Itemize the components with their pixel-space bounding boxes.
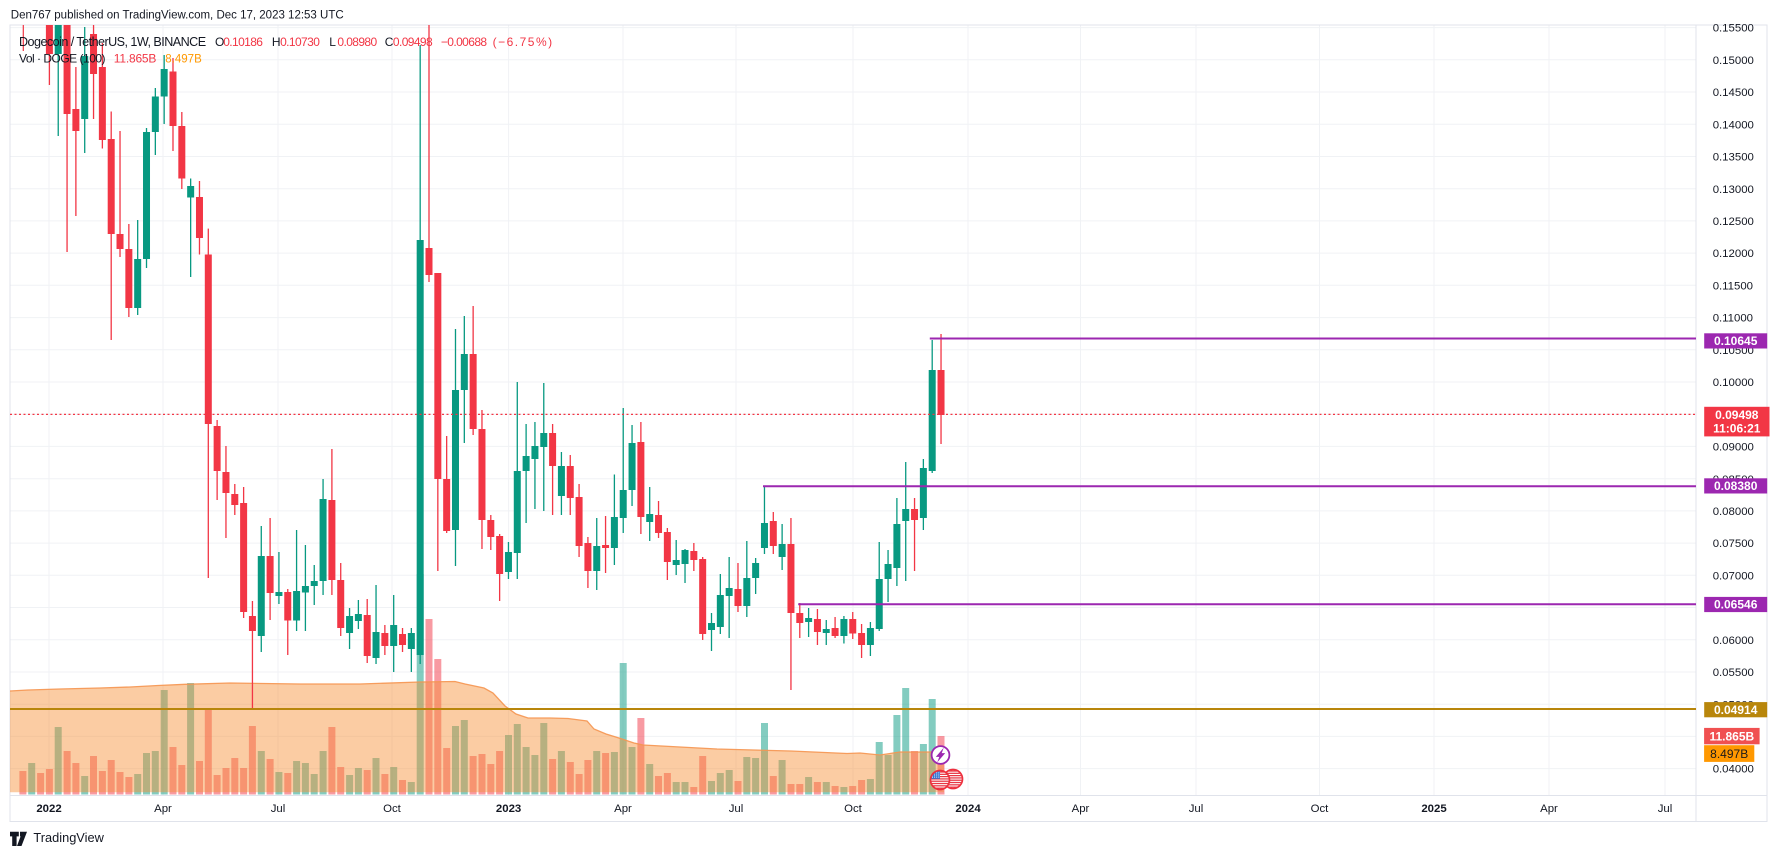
svg-text:Jul: Jul [729,803,744,815]
svg-text:0.13500: 0.13500 [1713,152,1754,164]
svg-text:0.06546: 0.06546 [1714,598,1758,612]
svg-text:0.08980: 0.08980 [337,35,377,49]
svg-text:Vol · DOGE (100): Vol · DOGE (100) [19,52,106,66]
svg-text:0.04914: 0.04914 [1714,703,1758,717]
svg-text:0.07000: 0.07000 [1713,570,1754,582]
svg-text:O: O [215,35,224,49]
svg-text:2023: 2023 [496,803,521,815]
svg-text:0.07500: 0.07500 [1713,538,1754,550]
svg-text:11.865B: 11.865B [114,52,157,66]
svg-text:TradingView: TradingView [33,830,104,845]
svg-text:0.08380: 0.08380 [1714,479,1758,493]
svg-text:(−6.75%): (−6.75%) [493,35,554,49]
svg-text:0.14500: 0.14500 [1713,87,1754,99]
svg-text:0.08000: 0.08000 [1713,506,1754,518]
svg-text:0.09000: 0.09000 [1713,442,1754,454]
svg-text:8.497B: 8.497B [165,54,202,66]
svg-text:L: L [329,35,336,49]
svg-text:Jul: Jul [271,803,286,815]
svg-text:0.06000: 0.06000 [1713,635,1754,647]
svg-text:0.14000: 0.14000 [1713,119,1754,131]
svg-text:0.04000: 0.04000 [1713,764,1754,776]
svg-text:0.11500: 0.11500 [1713,280,1753,292]
svg-text:2024: 2024 [955,803,981,815]
svg-text:Apr: Apr [1072,803,1090,815]
svg-text:Den767 published on TradingVie: Den767 published on TradingView.com, Dec… [11,10,344,22]
svg-text:0.12000: 0.12000 [1713,248,1754,260]
svg-text:Apr: Apr [1540,803,1558,815]
svg-text:0.10730: 0.10730 [280,35,320,49]
svg-text:0.05500: 0.05500 [1713,667,1754,679]
svg-text:Jul: Jul [1189,803,1204,815]
svg-text:0.10000: 0.10000 [1713,377,1754,389]
svg-text:Apr: Apr [154,803,172,815]
svg-text:0.15000: 0.15000 [1713,55,1754,67]
svg-text:8.497B: 8.497B [1710,747,1748,761]
svg-text:−0.00688: −0.00688 [441,35,488,49]
svg-text:2022: 2022 [36,803,61,815]
svg-text:Oct: Oct [844,803,863,815]
svg-text:Apr: Apr [614,803,632,815]
svg-text:0.15500: 0.15500 [1713,23,1754,35]
svg-text:0.11000: 0.11000 [1713,313,1753,325]
svg-text:0.13000: 0.13000 [1713,184,1754,196]
svg-text:0.10186: 0.10186 [223,35,263,49]
svg-text:H: H [272,35,280,49]
svg-text:Oct: Oct [1311,803,1330,815]
svg-text:0.12500: 0.12500 [1713,216,1754,228]
svg-text:11.865B: 11.865B [1709,729,1754,743]
svg-text:C: C [385,35,394,49]
svg-text:Dogecoin / TetherUS, 1W, BINAN: Dogecoin / TetherUS, 1W, BINANCE [19,35,206,49]
svg-text:0.10645: 0.10645 [1714,334,1758,348]
svg-text:Jul: Jul [1658,803,1673,815]
svg-text:0.09498: 0.09498 [393,35,433,49]
svg-text:0.09498: 0.09498 [1715,408,1759,422]
svg-text:11:06:21: 11:06:21 [1713,421,1761,435]
svg-text:2025: 2025 [1421,803,1447,815]
svg-text:Oct: Oct [383,803,402,815]
